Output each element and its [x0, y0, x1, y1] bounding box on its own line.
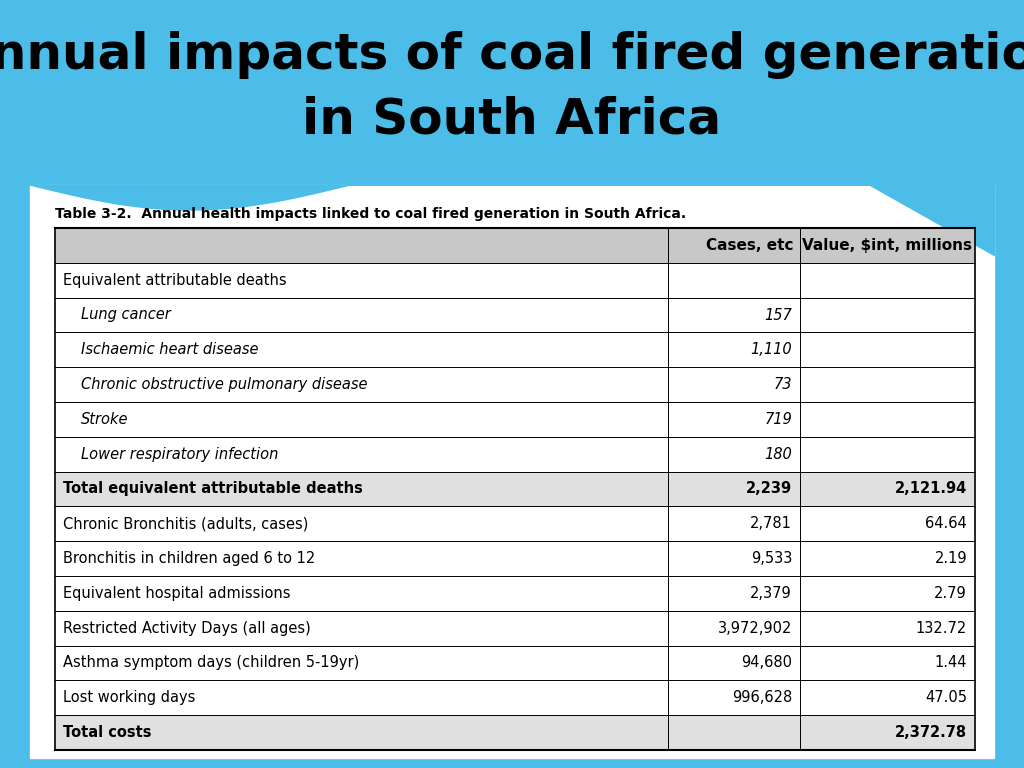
Text: 2.19: 2.19 — [934, 551, 967, 566]
Text: 996,628: 996,628 — [732, 690, 792, 705]
Text: Restricted Activity Days (all ages): Restricted Activity Days (all ages) — [63, 621, 310, 636]
Text: Total equivalent attributable deaths: Total equivalent attributable deaths — [63, 482, 362, 496]
Text: 73: 73 — [773, 377, 792, 392]
Text: 2,372.78: 2,372.78 — [895, 725, 967, 740]
Text: Lower respiratory infection: Lower respiratory infection — [81, 447, 279, 462]
Text: 3,972,902: 3,972,902 — [718, 621, 792, 636]
Polygon shape — [30, 185, 994, 210]
Text: Asthma symptom days (children 5-19yr): Asthma symptom days (children 5-19yr) — [63, 656, 359, 670]
Text: Lung cancer: Lung cancer — [81, 307, 171, 323]
Text: Equivalent attributable deaths: Equivalent attributable deaths — [63, 273, 287, 288]
Text: 47.05: 47.05 — [925, 690, 967, 705]
Text: 2,121.94: 2,121.94 — [895, 482, 967, 496]
Text: in South Africa: in South Africa — [302, 96, 722, 144]
Bar — [55, 680, 975, 715]
Text: 2.79: 2.79 — [934, 586, 967, 601]
Text: 9,533: 9,533 — [751, 551, 792, 566]
Text: Total costs: Total costs — [63, 725, 152, 740]
Bar — [55, 646, 975, 680]
Bar — [55, 541, 975, 576]
Bar — [55, 472, 975, 506]
Text: Equivalent hospital admissions: Equivalent hospital admissions — [63, 586, 291, 601]
Bar — [55, 715, 975, 750]
Bar — [55, 611, 975, 646]
Bar — [55, 298, 975, 333]
Text: Lost working days: Lost working days — [63, 690, 196, 705]
Text: 1,110: 1,110 — [751, 343, 792, 357]
Text: 180: 180 — [764, 447, 792, 462]
Text: 157: 157 — [764, 307, 792, 323]
Text: 64.64: 64.64 — [926, 516, 967, 531]
Text: 719: 719 — [764, 412, 792, 427]
Text: Annual impacts of coal fired generation: Annual impacts of coal fired generation — [0, 31, 1024, 79]
Text: 132.72: 132.72 — [915, 621, 967, 636]
Text: 1.44: 1.44 — [935, 656, 967, 670]
Bar — [55, 576, 975, 611]
Bar — [55, 437, 975, 472]
Text: 2,379: 2,379 — [751, 586, 792, 601]
Bar — [55, 367, 975, 402]
Bar — [55, 228, 975, 263]
Text: Bronchitis in children aged 6 to 12: Bronchitis in children aged 6 to 12 — [63, 551, 315, 566]
Text: 2,781: 2,781 — [751, 516, 792, 531]
Bar — [30, 185, 994, 758]
Bar — [55, 402, 975, 437]
Bar — [55, 506, 975, 541]
Polygon shape — [870, 185, 994, 255]
Text: Value, $int, millions: Value, $int, millions — [803, 238, 973, 253]
Text: Table 3-2.  Annual health impacts linked to coal fired generation in South Afric: Table 3-2. Annual health impacts linked … — [55, 207, 686, 221]
Text: Ischaemic heart disease: Ischaemic heart disease — [81, 343, 258, 357]
Text: Chronic obstructive pulmonary disease: Chronic obstructive pulmonary disease — [81, 377, 368, 392]
Bar — [55, 263, 975, 298]
Text: 2,239: 2,239 — [745, 482, 792, 496]
Text: Stroke: Stroke — [81, 412, 128, 427]
Bar — [55, 333, 975, 367]
Text: Chronic Bronchitis (adults, cases): Chronic Bronchitis (adults, cases) — [63, 516, 308, 531]
Text: Cases, etc: Cases, etc — [707, 238, 794, 253]
Text: 94,680: 94,680 — [741, 656, 792, 670]
